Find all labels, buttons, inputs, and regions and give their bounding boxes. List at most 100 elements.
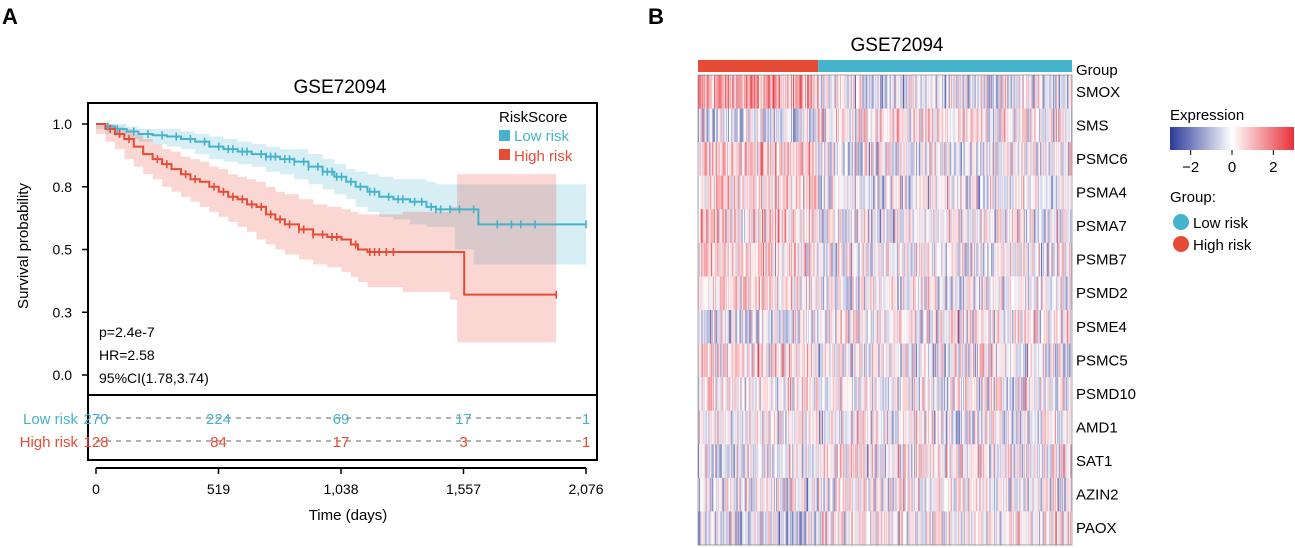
heatmap-cell: [866, 142, 868, 176]
heatmap-cell: [1006, 310, 1008, 344]
heatmap-cell: [700, 444, 703, 479]
heatmap-cell: [872, 444, 874, 479]
heatmap-cell: [729, 175, 731, 210]
heatmap-cell: [731, 142, 734, 176]
heatmap-cell: [735, 444, 737, 479]
heatmap-cell: [1062, 108, 1064, 143]
heatmap-cell: [849, 175, 851, 210]
heatmap-cell: [917, 75, 920, 109]
heatmap-cell: [825, 242, 827, 277]
heatmap-cell: [982, 175, 984, 210]
heatmap-cell: [1003, 276, 1005, 311]
heatmap-cell: [793, 276, 796, 311]
heatmap-cell: [929, 410, 931, 445]
heatmap-cell: [842, 444, 844, 479]
heatmap-cell: [867, 410, 869, 445]
heatmap-cell: [991, 209, 993, 244]
heatmap-cell: [989, 276, 991, 311]
heatmap-cell: [878, 343, 880, 378]
heatmap-cell: [1033, 310, 1035, 344]
heatmap-cell: [905, 310, 907, 344]
heatmap-cell: [945, 209, 947, 244]
heatmap-cell: [775, 444, 777, 479]
heatmap-cell: [843, 444, 845, 479]
heatmap-cell: [1047, 444, 1049, 479]
heatmap-cell: [760, 444, 762, 479]
heatmap-cell: [1047, 209, 1049, 244]
heatmap-cell: [954, 410, 956, 445]
heatmap-cell: [848, 444, 850, 479]
heatmap-cell: [790, 377, 792, 411]
heatmap-cell: [902, 108, 905, 143]
heatmap-cell: [776, 75, 779, 109]
heatmap-cell: [1007, 310, 1009, 344]
heatmap-cell: [1065, 410, 1067, 445]
heatmap-cell: [847, 175, 849, 210]
heatmap-cell: [862, 276, 864, 311]
heatmap-cell: [739, 142, 741, 176]
heatmap-cell: [986, 310, 988, 344]
heatmap-cell: [844, 410, 846, 445]
heatmap-cell: [868, 444, 870, 479]
heatmap-cell: [790, 444, 792, 479]
heatmap-cell: [1056, 108, 1059, 143]
heatmap-cell: [924, 276, 926, 311]
heatmap-cell: [699, 108, 702, 143]
heatmap-cell: [969, 276, 971, 311]
heatmap-cell: [822, 310, 824, 344]
heatmap-cell: [877, 310, 879, 344]
heatmap-cell: [864, 142, 866, 176]
heatmap-cell: [972, 142, 974, 176]
heatmap-cell: [721, 477, 723, 512]
heatmap-cell: [884, 377, 886, 411]
heatmap-cell: [751, 108, 753, 143]
heatmap-cell: [850, 75, 852, 109]
heatmap-cell: [991, 75, 993, 109]
heatmap-cell: [715, 377, 718, 411]
heatmap-cell: [1034, 108, 1036, 143]
heatmap-cell: [796, 142, 798, 176]
heatmap-cell: [706, 142, 708, 176]
heatmap-cell: [1061, 310, 1063, 344]
heatmap-cell: [840, 310, 843, 344]
heatmap-cell: [989, 142, 991, 176]
heatmap-cell: [885, 108, 887, 143]
heatmap-cell: [929, 142, 931, 176]
heatmap-cell: [733, 310, 735, 344]
heatmap-cell: [700, 142, 703, 176]
heatmap-cell: [715, 108, 718, 143]
heatmap-cell: [853, 444, 855, 479]
heatmap-cell: [785, 343, 787, 378]
heatmap-cell: [764, 343, 766, 378]
heatmap-cell: [739, 310, 741, 344]
heatmap-cell: [936, 75, 938, 109]
heatmap-cell: [919, 242, 921, 277]
heatmap-cell: [1056, 175, 1058, 210]
heatmap-cell: [818, 343, 820, 378]
heatmap-cell: [878, 108, 880, 143]
heatmap-cell: [792, 142, 795, 176]
heatmap-cell: [978, 209, 980, 244]
heatmap-cell: [809, 343, 812, 378]
heatmap-cell: [877, 377, 879, 411]
heatmap-cell: [896, 310, 898, 344]
heatmap-cell: [923, 444, 925, 479]
heatmap-cell: [854, 377, 857, 411]
heatmap-cell: [937, 209, 939, 244]
heatmap-cell: [731, 310, 734, 344]
heatmap-cell: [796, 209, 798, 244]
heatmap-cell: [707, 242, 709, 277]
heatmap-cell: [790, 242, 792, 277]
heatmap-cell: [896, 444, 898, 479]
heatmap-cell: [741, 377, 743, 411]
heatmap-cell: [779, 142, 781, 176]
heatmap-cell: [1016, 276, 1018, 311]
heatmap-cell: [791, 276, 794, 311]
heatmap-cell: [822, 175, 825, 210]
heatmap-cell: [978, 343, 981, 378]
heatmap-cell: [1057, 175, 1060, 210]
heatmap-cell: [885, 410, 888, 445]
heatmap-cell: [890, 444, 892, 479]
heatmap-cell: [713, 310, 716, 344]
heatmap-cell: [1001, 75, 1003, 109]
